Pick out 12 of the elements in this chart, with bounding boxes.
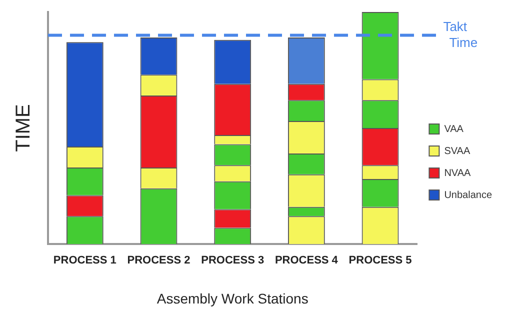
legend-label: VAA: [444, 124, 464, 135]
x-tick-label: PROCESS 1: [53, 254, 116, 267]
x-tick-label: PROCESS 2: [127, 254, 190, 267]
x-axis-title: Assembly Work Stations: [156, 290, 308, 306]
y-axis-title: TIME: [12, 104, 35, 152]
x-tick-label: PROCESS 5: [348, 254, 412, 267]
legend-label: SVAA: [444, 146, 470, 157]
legend-label: NVAA: [444, 168, 472, 179]
legend-label: Unbalance: [444, 190, 492, 201]
x-tick-label: PROCESS 3: [201, 254, 264, 267]
ref-line-label: Takt Time: [443, 18, 478, 50]
x-tick-label: PROCESS 4: [274, 254, 339, 267]
